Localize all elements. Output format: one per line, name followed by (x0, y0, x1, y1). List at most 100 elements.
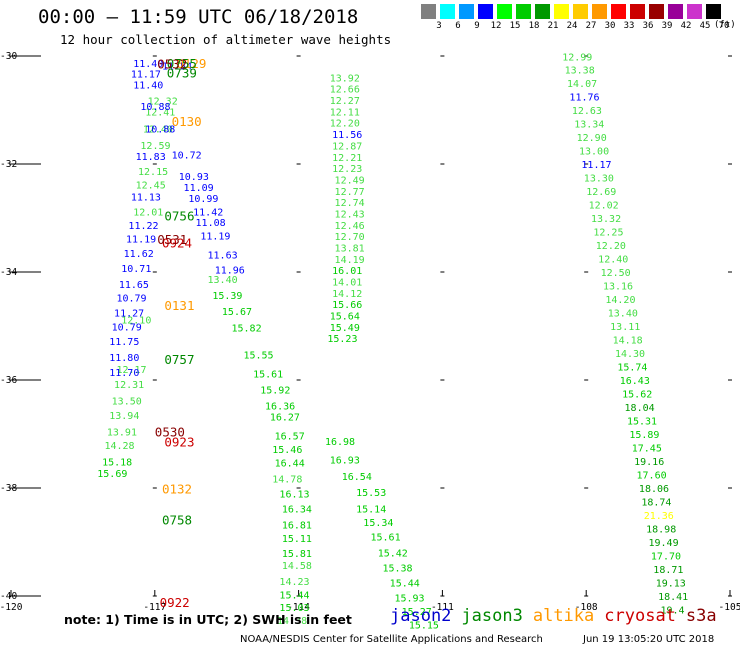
wave-height-value: 15.66 (332, 300, 362, 311)
wave-height-value: 19.13 (656, 578, 686, 589)
wave-height-value: 12.25 (593, 227, 623, 238)
pass-time-label: 0755 (167, 56, 197, 71)
legend-swatch-label: 9 (474, 21, 480, 31)
lon-tick-label: -111 (431, 602, 454, 613)
wave-height-value: 15.92 (260, 386, 290, 397)
wave-height-value: 13.91 (107, 428, 137, 439)
wave-height-value: 10.71 (121, 264, 151, 275)
legend-swatch-label: 70 (718, 21, 730, 31)
legend-swatch-label: 42 (680, 21, 692, 31)
legend-swatch (497, 4, 512, 19)
wave-height-value: 15.53 (356, 488, 386, 499)
wave-height-value: 12.40 (143, 125, 173, 136)
wave-height-value: 12.23 (332, 164, 362, 175)
wave-height-value: 19.16 (634, 457, 664, 468)
pass-time-label: 0530 (155, 425, 185, 440)
wave-height-value: 13.92 (330, 73, 360, 84)
wave-height-value: 12.40 (598, 254, 628, 265)
legend-swatch (611, 4, 626, 19)
lon-tick-label: -114 (287, 602, 310, 613)
wave-height-value: 13.30 (584, 173, 614, 184)
wave-height-value: 15.67 (222, 307, 252, 318)
pass-time-label: 0757 (164, 352, 194, 367)
wave-height-value: 11.65 (119, 280, 149, 291)
wave-height-value: 14.07 (567, 79, 597, 90)
wave-height-value: 10.99 (188, 194, 218, 205)
pass-time-label: 0129 (176, 56, 206, 71)
legend-swatch (554, 4, 569, 19)
wave-height-value: 11.22 (128, 221, 158, 232)
pass-time-label: 0130 (172, 114, 202, 129)
lat-tick-label: -34 (0, 267, 17, 278)
wave-height-value: 12.10 (121, 315, 151, 326)
legend-swatch-label: 15 (509, 21, 521, 31)
wave-height-value: 15.61 (371, 532, 401, 543)
legend-swatch-label: 45 (699, 21, 711, 31)
wave-height-value: 15.38 (382, 564, 412, 575)
legend-swatch (706, 4, 721, 19)
pass-time-label: 0923 (164, 434, 194, 449)
wave-height-value: 14.30 (615, 349, 645, 360)
wave-height-value: 10.88 (145, 125, 175, 136)
wave-height-value: 14.78 (272, 475, 302, 486)
legend-swatch (421, 4, 436, 19)
wave-height-value: 15.81 (282, 549, 312, 560)
pass-time-label: 0131 (164, 298, 194, 313)
wave-height-value: 11.42 (193, 207, 223, 218)
legend-swatch-label: 12 (490, 21, 502, 31)
lat-tick-label: -32 (0, 159, 17, 170)
wave-height-value: 12.69 (586, 187, 616, 198)
wave-height-value: 15.03 (279, 603, 309, 614)
lon-tick-label: -117 (143, 602, 166, 613)
wave-height-value: 17.70 (651, 551, 681, 562)
wave-height-value: 14.38 (277, 616, 307, 627)
lat-tick-label: -30 (0, 51, 17, 62)
wave-height-value: 11.40 (133, 80, 163, 91)
lon-tick-label: -108 (575, 602, 598, 613)
wave-height-value: 15.14 (356, 504, 386, 515)
map-title: 00:00 – 11:59 UTC 06/18/2018 (38, 6, 359, 28)
wave-height-value: 12.11 (330, 107, 360, 118)
lat-tick-label: -38 (0, 483, 17, 494)
wave-height-value: 16.36 (265, 402, 295, 413)
map-subtitle: 12 hour collection of altimeter wave hei… (60, 32, 392, 47)
wave-height-value: 10.79 (112, 322, 142, 333)
wave-height-value: 13.94 (109, 411, 139, 422)
wave-height-value: 12.27 (330, 96, 360, 107)
wave-height-value: 15.89 (629, 430, 659, 441)
pass-time-label: 0922 (160, 595, 190, 610)
legend-swatch (440, 4, 455, 19)
legend-swatch-label: 33 (623, 21, 635, 31)
wave-height-value: 15.11 (282, 534, 312, 545)
wave-height-value: 17.45 (632, 443, 662, 454)
map-axis-ticks: -30 -32 -34 -36 -38 -40-120 -117 -114 -111 -108 -1… (0, 51, 740, 613)
wave-height-value: 12.74 (335, 198, 365, 209)
wave-height-value: 12.20 (330, 119, 360, 130)
mission-label: altika (532, 606, 595, 626)
legend-swatch-label: 6 (455, 21, 461, 31)
wave-height-value: 12.50 (601, 268, 631, 279)
wave-height-value: 16.43 (620, 376, 650, 387)
mission-label: jason3 (461, 606, 523, 626)
legend-swatch-label: 30 (604, 21, 616, 31)
legend-swatch (535, 4, 550, 19)
wave-height-value: 12.32 (148, 97, 178, 108)
wave-height-value: 16.57 (275, 431, 305, 442)
legend-swatch (516, 4, 531, 19)
wave-height-value: 15.42 (378, 549, 408, 560)
wave-height-value: 13.16 (603, 281, 633, 292)
wave-height-value: 13.34 (574, 119, 604, 130)
mission-label: cryosat (604, 606, 676, 626)
legend-swatch-label: 36 (642, 21, 654, 31)
wave-height-value: 15.69 (97, 469, 127, 480)
wave-height-value: 12.31 (114, 380, 144, 391)
wave-height-value: 12.87 (332, 141, 362, 152)
wave-height-value: 12.66 (330, 85, 360, 96)
wave-height-value: 12.17 (116, 365, 146, 376)
wave-height-value: 19.4 (660, 605, 684, 616)
wave-height-value: 18.04 (625, 403, 655, 414)
legend-swatch-label: 27 (585, 21, 597, 31)
wave-height-value: 11.63 (208, 251, 238, 262)
wave-height-value: 15.82 (231, 323, 261, 334)
wave-height-value: 18.71 (653, 565, 683, 576)
